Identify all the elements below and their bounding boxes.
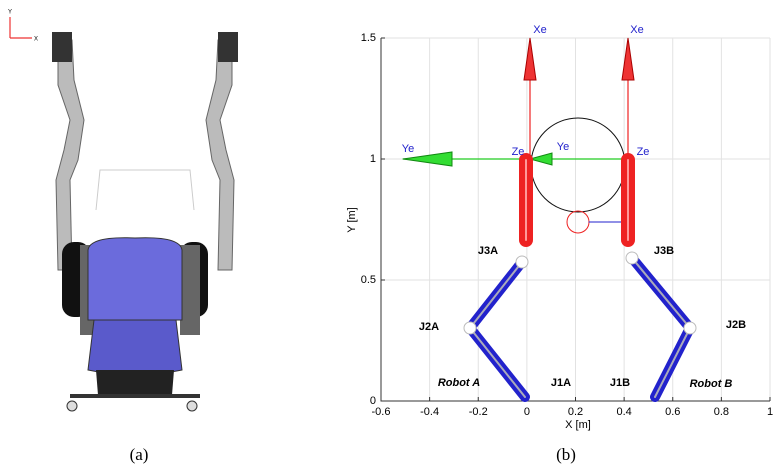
axis-x-label: X — [34, 37, 38, 43]
joint-label: J1A — [551, 377, 571, 389]
circle — [567, 211, 589, 233]
joint — [464, 322, 476, 334]
frame-label: Ye — [402, 143, 414, 155]
frame-label: Ze — [637, 146, 650, 158]
x-tick-label: 0 — [524, 406, 530, 418]
x-tick-label: 0.8 — [714, 406, 729, 418]
x-tick-label: -0.4 — [420, 406, 439, 418]
link — [632, 258, 690, 328]
joint-label: J2B — [726, 319, 746, 331]
axis-y-label: Y — [8, 10, 12, 16]
robot-label: Robot A — [438, 377, 480, 389]
frame-label: Xe — [533, 24, 546, 36]
x-tick-label: -0.2 — [469, 406, 488, 418]
joint-label: J3A — [478, 245, 498, 257]
kinematic-diagram — [403, 38, 696, 397]
joint — [626, 252, 638, 264]
y-tick-label: 0 — [370, 395, 376, 407]
x-tick-label: 0.6 — [665, 406, 680, 418]
circle — [531, 118, 625, 212]
joint-label: J1B — [610, 377, 630, 389]
caption: (b) — [556, 445, 576, 464]
x-axis-label: X [m] — [565, 419, 591, 431]
y-tick-label: 1.5 — [361, 32, 376, 44]
y-tick-label: 0.5 — [361, 274, 376, 286]
plot: -0.6 -0.4 -0.2 0 0.2 0.4 0.6 0.8 1 0 0.5 1 1.5 X [m] Y… — [346, 24, 773, 431]
x-tick-label: 1 — [767, 406, 773, 418]
arrow — [524, 38, 536, 80]
joint-label: J3B — [654, 245, 674, 257]
arrow — [530, 153, 552, 165]
caption: (a) — [130, 445, 149, 464]
figure: Y X (a) (b) -0.6 -0.4 -0.2 0 0.2 0.4 0.6 0.8 1 0 0… — [0, 0, 773, 469]
robot-rendering: Y X — [8, 10, 238, 411]
x-tick-label: -0.6 — [372, 406, 391, 418]
frame-label: Ye — [557, 141, 569, 153]
x-tick-label: 0.4 — [616, 406, 631, 418]
x-tick-label: 0.2 — [568, 406, 583, 418]
frame-label: Xe — [630, 24, 643, 36]
frame-label: Ze — [512, 146, 525, 158]
y-tick-label: 1 — [370, 153, 376, 165]
joint — [684, 322, 696, 334]
joint — [516, 256, 528, 268]
joint-label: J2A — [419, 321, 439, 333]
y-axis-label: Y [m] — [346, 207, 358, 232]
robot-label: Robot B — [690, 378, 733, 390]
